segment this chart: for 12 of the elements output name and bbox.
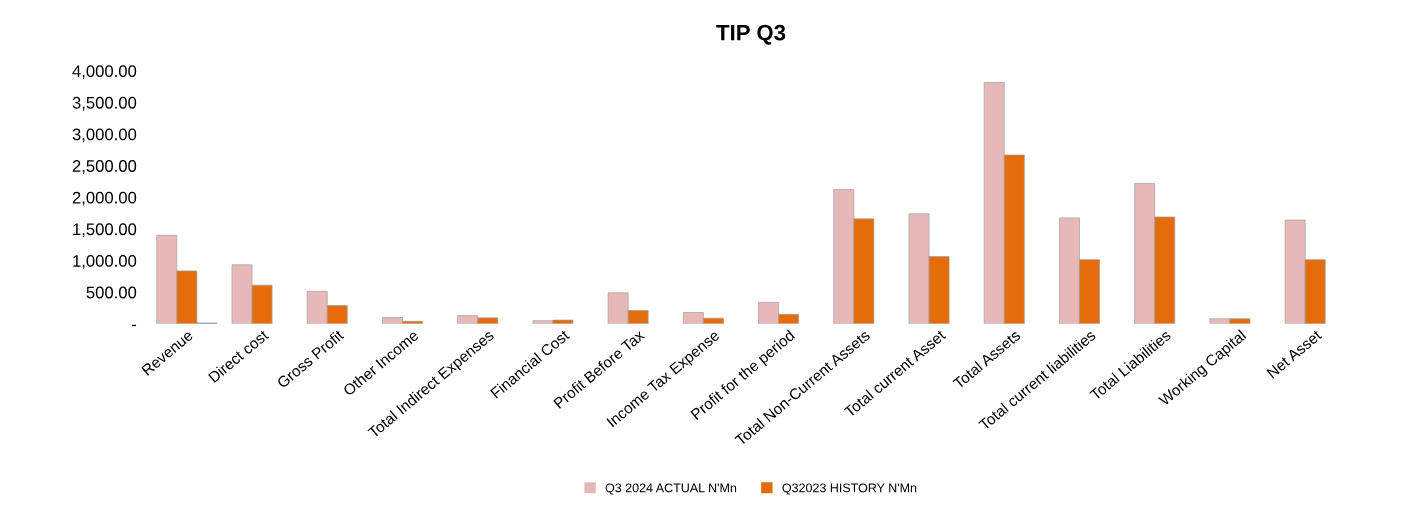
y-tick-label: 3,000.00: [72, 128, 137, 143]
y-tick-label: -: [132, 324, 137, 327]
y-tick-label: 2,500.00: [72, 160, 137, 174]
chart-title: TIP Q3: [716, 24, 786, 45]
y-tick-label: 1,500.00: [73, 223, 137, 238]
y-tick-label: 4,000.00: [72, 65, 137, 80]
y-tick-label: 1,000.00: [73, 254, 137, 269]
y-tick-label: 500.00: [86, 286, 137, 299]
legend-label: Q3 2024 ACTUAL N'Mn: [605, 483, 737, 495]
legend-label: Q32023 HISTORY N'Mn: [782, 483, 917, 495]
y-tick-label: 2,000.00: [72, 191, 137, 206]
y-tick-label: 3,500.00: [72, 96, 137, 111]
